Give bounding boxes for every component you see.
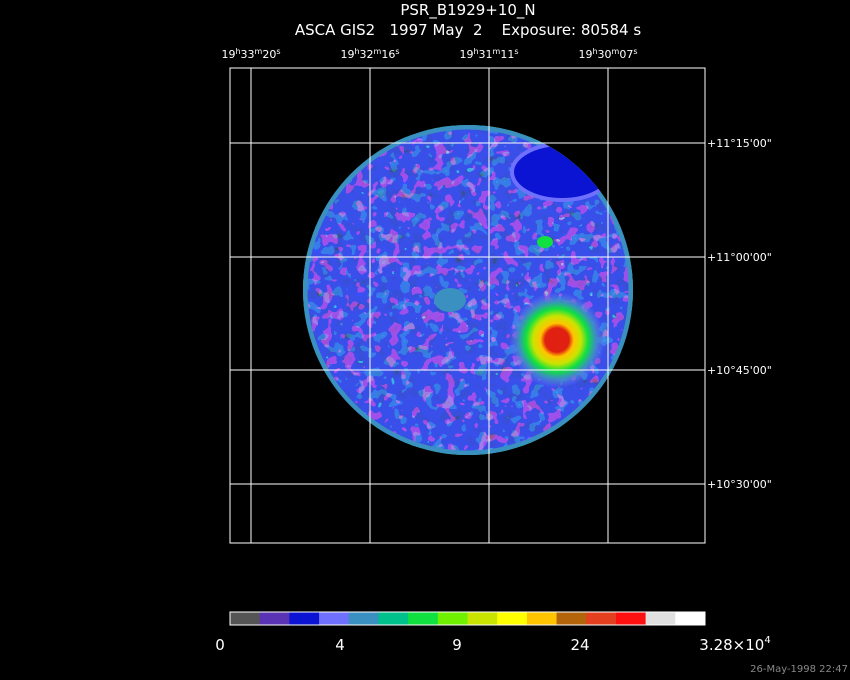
colorbar-label: 24 [570,636,589,654]
ra-part: m [255,47,263,56]
colorbar-cell [437,612,468,625]
coord-grid: 19h33m20s 19h32m16s 19h31m11s 19h30m07s+11°… [221,47,772,543]
colorbar-cell [289,612,320,625]
colorbar-label: 3.28×104 [699,635,770,654]
ra-part: 33 [241,48,255,61]
colorbar-cell [645,612,676,625]
ra-part: m [612,47,620,56]
colorbar-label-text: 9 [452,636,462,654]
ra-label: 19h30m07s [578,47,637,61]
ra-part: 32 [360,48,374,61]
ra-part: s [276,47,280,56]
colorbar-label: 9 [452,636,462,654]
colorbar-label: 4 [335,636,345,654]
ra-part: s [514,47,518,56]
ra-part: m [493,47,501,56]
ra-part: s [633,47,637,56]
ra-part: h [592,47,597,56]
colorbar-label-text: 0 [215,636,225,654]
frame [229,67,706,544]
dec-label: +10°45'00" [707,364,772,377]
colorbar-cell [319,612,350,625]
colorbar-label-text: 3.28×10 [699,636,764,654]
ra-part: 31 [479,48,493,61]
xray-disk [303,125,633,455]
colorbar-label-text: 24 [570,636,589,654]
colorbar-cell [586,612,617,625]
ra-part: 19 [340,48,354,61]
ra-part: 20 [262,48,276,61]
colorbar-cell [348,612,379,625]
ra-part: h [235,47,240,56]
title: PSR_B1929+10_N [400,1,535,20]
ra-part: 16 [381,48,395,61]
colorbar-cell [556,612,587,625]
ra-label: 19h33m20s [221,47,280,61]
ra-label: 19h31m11s [459,47,518,61]
ra-part: 19 [578,48,592,61]
colorbar-cell [467,612,498,625]
ra-part: 11 [500,48,514,61]
ra-part: m [374,47,382,56]
colorbar-cell [408,612,439,625]
ra-part: h [473,47,478,56]
colorbar-cell [526,612,558,625]
colorbar-cell [497,612,528,625]
colorbar-cell [259,612,290,625]
ra-part: 30 [598,48,612,61]
colorbar-label: 0 [215,636,225,654]
ra-part: 07 [619,48,633,61]
timestamp: 26-May-1998 22:47 [750,664,848,675]
colorbar-label-text: 4 [335,636,345,654]
colorbar-cell [378,612,409,625]
dec-label: +11°00'00" [707,251,772,264]
ra-part: h [354,47,359,56]
ra-part: s [395,47,399,56]
colorbar: 0 4 9 24 3.28×104 [215,611,771,654]
colorbar-label-sup: 4 [764,635,770,646]
colorbar-cell [615,612,647,625]
dec-label: +10°30'00" [707,478,772,491]
subtitle: ASCA GIS2 1997 May 2 Exposure: 80584 s [295,21,642,39]
colorbar-frame [229,611,706,626]
ra-part: 19 [459,48,473,61]
colorbar-cell [230,612,261,625]
ra-label: 19h32m16s [340,47,399,61]
ra-part: 19 [221,48,235,61]
dec-label: +11°15'00" [707,137,772,150]
colorbar-cell [675,612,706,625]
